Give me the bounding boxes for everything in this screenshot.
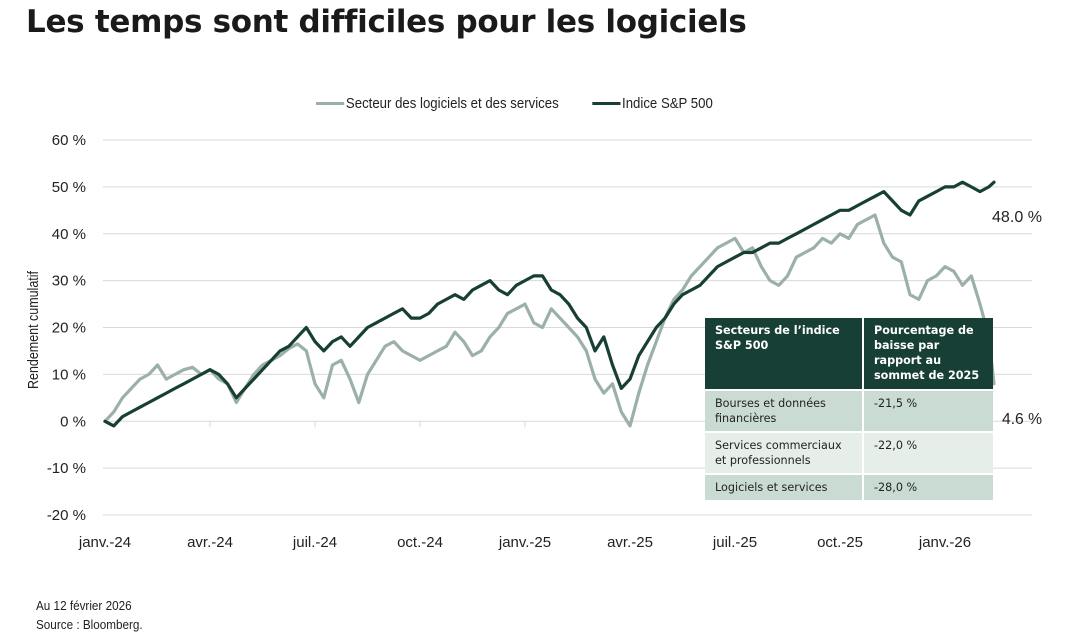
legend-item-software: Secteur des logiciels et des services xyxy=(316,95,559,112)
y-axis-label: Rendement cumulatif xyxy=(25,270,42,389)
table-row: Bourses et données financières -21,5 % xyxy=(705,389,993,432)
end-label-sp500: 48.0 % xyxy=(992,209,1042,226)
x-tick-label: avr.-24 xyxy=(187,534,233,551)
table-cell-decline: -28,0 % xyxy=(863,473,993,500)
x-axis-ticks: janv.-24 avr.-24 juil.-24 oct.-24 janv.-25 av… xyxy=(78,421,971,551)
date-note: Au 12 février 2026 xyxy=(36,598,132,613)
y-tick-label: 0 % xyxy=(60,413,86,430)
legend: Secteur des logiciels et des services In… xyxy=(316,95,746,112)
y-tick-label: -10 % xyxy=(47,460,86,477)
y-tick-label: 30 % xyxy=(52,273,86,290)
table-row: Logiciels et services -28,0 % xyxy=(705,473,993,500)
table-header-row: Secteurs de l’indice S&P 500 Pourcentage… xyxy=(705,318,993,390)
x-tick-label: juil.-25 xyxy=(712,534,757,551)
x-tick-label: avr.-25 xyxy=(607,534,653,551)
table-cell-sector: Bourses et données financières xyxy=(705,389,864,432)
table-cell-sector: Logiciels et services xyxy=(705,473,864,500)
legend-label-software: Secteur des logiciels et des services xyxy=(345,95,559,112)
y-tick-label: 60 % xyxy=(52,132,86,149)
x-tick-label: janv.-24 xyxy=(78,534,131,551)
legend-swatch-software xyxy=(316,102,345,105)
x-tick-label: oct.-24 xyxy=(397,534,443,551)
table-cell-decline: -22,0 % xyxy=(863,431,993,474)
sector-drawdown-table: Secteurs de l’indice S&P 500 Pourcentage… xyxy=(705,318,993,500)
y-tick-label: 10 % xyxy=(52,366,86,383)
footer: Au 12 février 2026 Source : Bloomberg. xyxy=(36,596,143,634)
series-lines xyxy=(103,180,996,428)
x-tick-label: janv.-25 xyxy=(498,534,551,551)
y-tick-label: 40 % xyxy=(52,226,86,243)
table-header-sector: Secteurs de l’indice S&P 500 xyxy=(705,318,864,390)
legend-item-sp500: Indice S&P 500 xyxy=(592,95,713,112)
y-tick-label: 20 % xyxy=(52,320,86,337)
y-axis-ticks: -20 % -10 % 0 % 10 % 20 % 30 % 40 % 50 % 60 % xyxy=(47,132,86,524)
x-tick-label: janv.-26 xyxy=(918,534,971,551)
legend-swatch-sp500 xyxy=(592,102,621,105)
series-line-sp500 xyxy=(103,180,996,428)
series-line-software xyxy=(103,213,996,428)
table-row: Services commerciaux et professionnels -… xyxy=(705,431,993,474)
table-header-decline: Pourcentage de baisse par rapport au som… xyxy=(863,318,993,390)
y-tick-label: 50 % xyxy=(52,179,86,196)
legend-label-sp500: Indice S&P 500 xyxy=(622,95,713,112)
table-cell-sector: Services commerciaux et professionnels xyxy=(705,431,864,474)
x-tick-label: oct.-25 xyxy=(817,534,863,551)
table-cell-decline: -21,5 % xyxy=(863,389,993,432)
x-tick-label: juil.-24 xyxy=(292,534,337,551)
end-label-software: 4.6 % xyxy=(1002,411,1042,428)
source-note: Source : Bloomberg. xyxy=(36,617,143,632)
y-tick-label: -20 % xyxy=(47,507,86,524)
chart-title: Les temps sont difficiles pour les logic… xyxy=(26,4,747,40)
